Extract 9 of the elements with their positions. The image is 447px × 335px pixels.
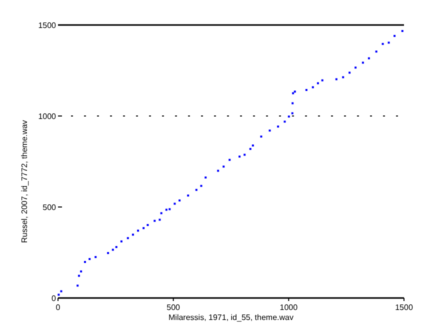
y-tick-label: 0 [52,294,57,303]
y-tick-label: 1500 [38,21,57,30]
x-tick-label: 1000 [280,303,298,312]
y-tick-label: 500 [42,203,57,212]
x-tick-label: 500 [166,303,181,312]
x-axis-title: Milaressis, 1971, id_55, theme.wav [168,313,294,322]
y-tick-label: 1000 [38,112,57,121]
y-axis-title: Russel, 2007, id_7772, theme.wav [20,120,29,243]
x-tick-label: 1500 [395,303,414,312]
